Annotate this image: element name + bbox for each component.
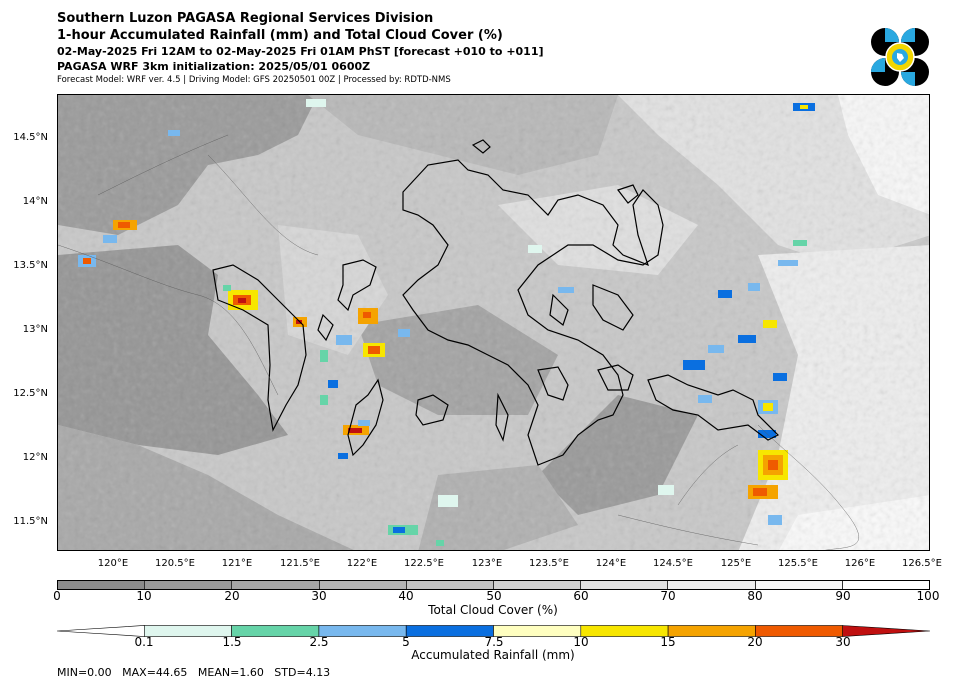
rain-colorbar-segment: [667, 625, 756, 637]
lon-tick-label: 120°E: [97, 558, 129, 569]
lat-tick-label: 13.5°N: [13, 260, 48, 271]
rain-colorbar-segment: [493, 625, 582, 637]
cloud-cover-colorbar: [57, 580, 930, 590]
cloud-tick: 20: [224, 589, 240, 603]
map-canvas: [58, 95, 929, 550]
rain-tick: 20: [747, 635, 763, 649]
lon-tick-label: 124°E: [595, 558, 627, 569]
rainfall-cells: [78, 99, 815, 546]
lat-tick-label: 11.5°N: [13, 516, 48, 527]
cloud-colorbar-segment: [668, 581, 756, 589]
cloud-tick: 60: [573, 589, 589, 603]
cloud-colorbar-segment: [406, 581, 495, 589]
rainfall-colorbar: [57, 625, 930, 637]
init-time: PAGASA WRF 3km initialization: 2025/05/0…: [57, 60, 371, 73]
cloud-tick: 10: [136, 589, 152, 603]
cloud-colorbar-segment: [581, 581, 669, 589]
cloud-tick: 70: [660, 589, 676, 603]
cloud-tick: 40: [398, 589, 414, 603]
lon-tick-label: 122.5°E: [404, 558, 444, 569]
cloud-colorbar-segment: [58, 581, 146, 589]
cloud-colorbar-segment: [755, 581, 843, 589]
lon-tick-label: 124.5°E: [653, 558, 693, 569]
cloud-colorbar-segment: [842, 581, 930, 589]
title-block: Southern Luzon PAGASA Regional Services …: [57, 10, 544, 86]
lon-tick-label: 125.5°E: [778, 558, 818, 569]
lat-tick-label: 13°N: [22, 324, 48, 335]
cloud-tick: 80: [747, 589, 763, 603]
rain-colorbar-segment: [580, 625, 669, 637]
rainfall-cloud-map: [57, 94, 930, 551]
model-info: Forecast Model: WRF ver. 4.5 | Driving M…: [57, 75, 451, 85]
lon-tick-label: 123.5°E: [529, 558, 569, 569]
rain-tick: 0.1: [134, 635, 154, 649]
rain-tick: 7.5: [484, 635, 504, 649]
map-title: Southern Luzon PAGASA Regional Services …: [57, 11, 434, 26]
rain-colorbar-segment: [231, 625, 320, 637]
cloud-tick: 90: [835, 589, 851, 603]
cloud-colorbar-segment: [232, 581, 320, 589]
rain-colorbar-label: Accumulated Rainfall (mm): [411, 648, 575, 662]
lat-tick-label: 14.5°N: [13, 132, 48, 143]
lon-tick-label: 125°E: [720, 558, 752, 569]
lon-tick-label: 122°E: [346, 558, 378, 569]
lon-tick-label: 126°E: [844, 558, 876, 569]
rain-colorbar-segment: [755, 625, 844, 637]
lon-tick-label: 121.5°E: [280, 558, 320, 569]
cloud-colorbar-label: Total Cloud Cover (%): [428, 603, 558, 617]
rain-tick: 5: [402, 635, 410, 649]
rain-tick: 2.5: [309, 635, 329, 649]
rain-tick: 15: [660, 635, 676, 649]
lat-tick-label: 14°N: [22, 196, 48, 207]
rain-tick: 30: [835, 635, 851, 649]
lat-tick-label: 12°N: [22, 452, 48, 463]
lon-tick-label: 126.5°E: [902, 558, 942, 569]
valid-time: 02-May-2025 Fri 12AM to 02-May-2025 Fri …: [57, 45, 544, 58]
cloud-colorbar-segment: [494, 581, 582, 589]
province-boundaries: [58, 134, 859, 550]
rain-colorbar-segment: [144, 625, 232, 637]
rain-tick: 10: [573, 635, 589, 649]
lat-tick-label: 12.5°N: [13, 388, 48, 399]
cloud-colorbar-segment: [145, 581, 233, 589]
rain-colorbar-segment: [318, 625, 407, 637]
lon-tick-label: 123°E: [471, 558, 503, 569]
rain-tick: 1.5: [222, 635, 242, 649]
rain-colorbar-segment: [57, 625, 145, 637]
lon-tick-label: 121°E: [221, 558, 253, 569]
cloud-colorbar-segment: [319, 581, 407, 589]
cloud-tick: 50: [486, 589, 502, 603]
pagasa-logo-icon: [871, 28, 929, 86]
cloud-tick: 100: [916, 589, 940, 603]
map-subtitle: 1-hour Accumulated Rainfall (mm) and Tot…: [57, 28, 503, 43]
cloud-tick: 30: [311, 589, 327, 603]
rain-colorbar-segment: [842, 625, 930, 637]
coastlines: [212, 139, 780, 466]
cloud-tick: 0: [53, 589, 61, 603]
lon-tick-label: 120.5°E: [155, 558, 195, 569]
statistics-text: MIN=0.00 MAX=44.65 MEAN=1.60 STD=4.13: [57, 666, 331, 679]
rain-colorbar-segment: [405, 625, 494, 637]
